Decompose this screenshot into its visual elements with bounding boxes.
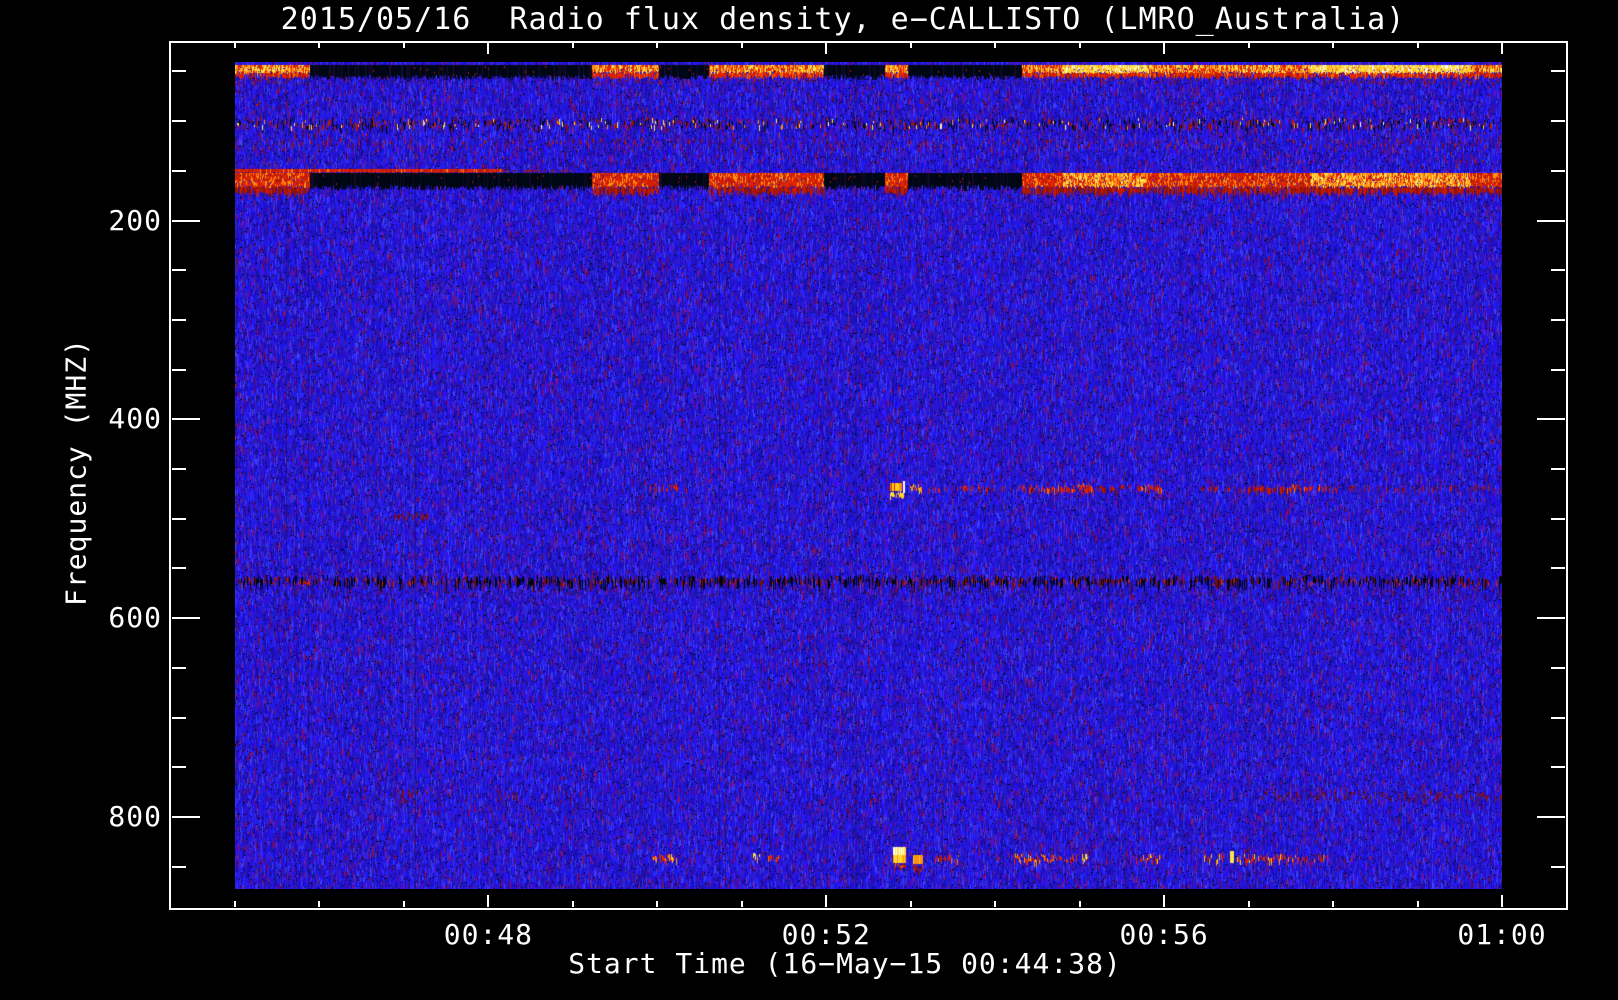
x-tick-top	[656, 42, 658, 48]
x-tick-label: 00:52	[781, 918, 871, 951]
plot-frame	[169, 41, 1568, 910]
y-tick-left	[172, 418, 200, 420]
x-tick-top	[1501, 42, 1503, 54]
y-tick-left	[172, 667, 186, 669]
x-tick-top	[910, 42, 912, 48]
x-tick-bottom	[1417, 901, 1419, 907]
y-tick-right	[1551, 70, 1565, 72]
x-tick-bottom	[1501, 895, 1503, 907]
x-tick-top	[1163, 42, 1165, 54]
x-tick-top	[825, 42, 827, 54]
x-tick-bottom	[318, 901, 320, 907]
y-tick-left	[172, 816, 200, 818]
y-tick-right	[1537, 220, 1565, 222]
y-tick-left	[172, 518, 186, 520]
x-tick-bottom	[403, 901, 405, 907]
x-tick-bottom	[234, 901, 236, 907]
y-tick-right	[1551, 766, 1565, 768]
y-tick-label: 400	[108, 402, 162, 435]
x-tick-top	[318, 42, 320, 48]
x-tick-bottom	[1248, 901, 1250, 907]
x-axis-label: Start Time (16−May−15 00:44:38)	[568, 947, 1122, 980]
y-tick-left	[172, 269, 186, 271]
chart-title: 2015/05/16 Radio flux density, e−CALLIST…	[280, 2, 1406, 37]
y-tick-right	[1537, 617, 1565, 619]
spectrogram-canvas	[235, 62, 1502, 889]
y-tick-right	[1537, 418, 1565, 420]
y-tick-left	[172, 319, 186, 321]
y-tick-left	[172, 567, 186, 569]
x-tick-bottom	[825, 895, 827, 907]
y-tick-right	[1551, 667, 1565, 669]
x-tick-top	[1079, 42, 1081, 48]
x-tick-top	[1248, 42, 1250, 48]
y-tick-label: 600	[108, 601, 162, 634]
x-tick-top	[1332, 42, 1334, 48]
y-tick-right	[1551, 518, 1565, 520]
y-tick-left	[172, 468, 186, 470]
x-tick-bottom	[994, 901, 996, 907]
x-tick-bottom	[1079, 901, 1081, 907]
y-tick-label: 800	[108, 800, 162, 833]
y-tick-left	[172, 369, 186, 371]
x-tick-top	[234, 42, 236, 48]
y-tick-left	[172, 617, 200, 619]
y-tick-left	[172, 170, 186, 172]
x-tick-label: 00:48	[443, 918, 534, 951]
y-tick-right	[1551, 567, 1565, 569]
y-tick-right	[1551, 120, 1565, 122]
x-tick-top	[572, 42, 574, 48]
y-tick-right	[1551, 468, 1565, 470]
y-tick-left	[172, 766, 186, 768]
y-tick-right	[1551, 866, 1565, 868]
x-tick-label: 00:56	[1119, 918, 1209, 951]
y-tick-left	[172, 717, 186, 719]
y-tick-left	[172, 120, 186, 122]
x-tick-top	[403, 42, 405, 48]
y-tick-right	[1551, 319, 1565, 321]
x-tick-label: 01:00	[1457, 918, 1547, 951]
y-tick-right	[1551, 717, 1565, 719]
y-tick-label: 200	[108, 204, 162, 237]
y-tick-right	[1537, 816, 1565, 818]
y-axis-label: Frequency (MHZ)	[59, 338, 93, 606]
x-tick-top	[741, 42, 743, 48]
y-tick-left	[172, 70, 186, 72]
y-tick-right	[1551, 170, 1565, 172]
x-tick-bottom	[656, 901, 658, 907]
y-tick-right	[1551, 269, 1565, 271]
x-tick-bottom	[487, 895, 489, 907]
x-tick-top	[1417, 42, 1419, 48]
x-tick-top	[487, 42, 489, 54]
y-tick-left	[172, 220, 200, 222]
y-tick-right	[1551, 369, 1565, 371]
x-tick-bottom	[572, 901, 574, 907]
x-tick-bottom	[1163, 895, 1165, 907]
x-tick-bottom	[1332, 901, 1334, 907]
y-tick-left	[172, 866, 186, 868]
x-tick-bottom	[741, 901, 743, 907]
x-tick-top	[994, 42, 996, 48]
x-tick-bottom	[910, 901, 912, 907]
